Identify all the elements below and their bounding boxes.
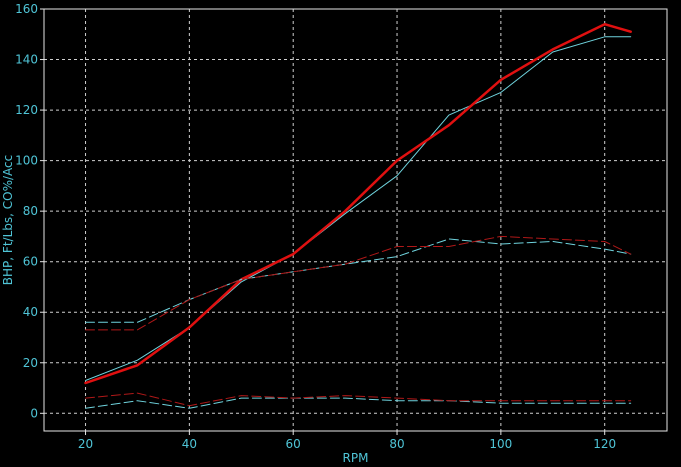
tick-labels: 20 40 60 80 100 120 0 20 40 60 80 100 120 140 160: [15, 2, 616, 451]
plot-area-frame: [43, 8, 668, 432]
series-layer: [84, 22, 632, 409]
y-tick-label: 80: [23, 204, 38, 218]
x-tick-label: 20: [78, 437, 93, 451]
series-line-4: [85, 235, 632, 331]
y-tick-label: 40: [23, 305, 38, 319]
y-tick-label: 60: [23, 255, 38, 269]
y-tick-label: 120: [15, 103, 38, 117]
x-tick-label: 100: [489, 437, 512, 451]
series-line-2: [84, 22, 632, 385]
x-tick-label: 60: [286, 437, 301, 451]
series-line-6: [85, 392, 632, 407]
x-tick-label: 80: [389, 437, 404, 451]
y-axis-label: BHP, Ft/Lbs, CO%/Acc: [1, 155, 15, 285]
x-axis-label: RPM: [343, 451, 369, 465]
series-line-5: [85, 397, 632, 409]
y-tick-label: 0: [30, 406, 38, 420]
y-tick-label: 20: [23, 356, 38, 370]
y-tick-label: 100: [15, 154, 38, 168]
y-tick-label: 160: [15, 2, 38, 16]
y-tick-label: 140: [15, 53, 38, 67]
x-tick-label: 40: [182, 437, 197, 451]
x-tick-label: 120: [593, 437, 616, 451]
series-line-3: [85, 238, 632, 323]
